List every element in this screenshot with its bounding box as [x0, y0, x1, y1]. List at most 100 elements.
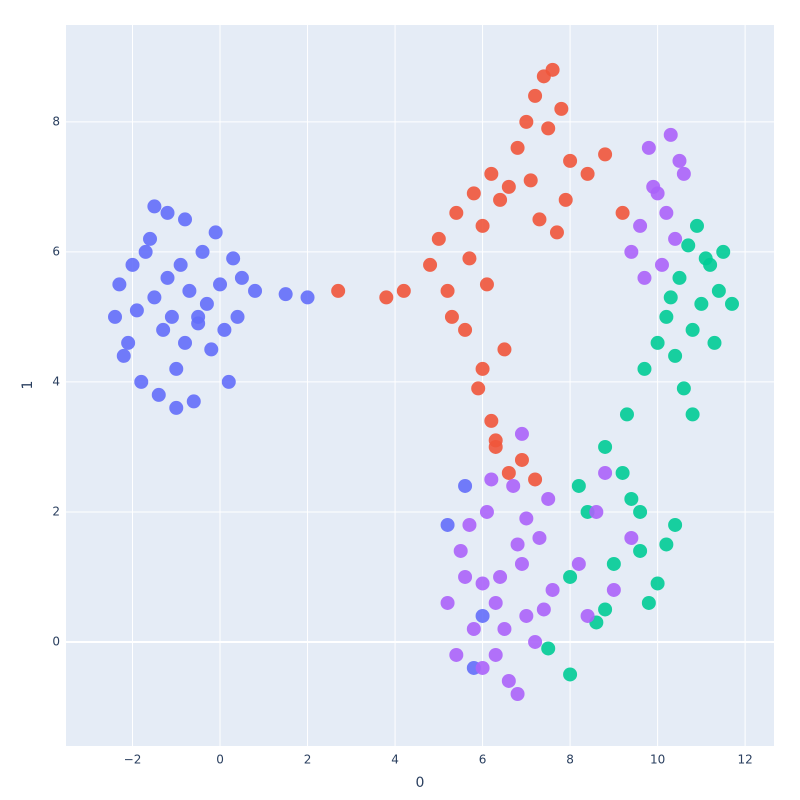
- x-tick-label: 6: [479, 753, 487, 767]
- point: [716, 244, 731, 259]
- point: [488, 647, 503, 662]
- point: [541, 121, 556, 136]
- point: [646, 179, 661, 194]
- point: [199, 296, 214, 311]
- point: [230, 309, 245, 324]
- point: [458, 322, 473, 337]
- point: [554, 101, 569, 116]
- point: [654, 257, 669, 272]
- point: [689, 218, 704, 233]
- point: [501, 673, 516, 688]
- point: [650, 335, 665, 350]
- point: [676, 166, 691, 181]
- x-axis-title: 0: [416, 775, 425, 791]
- point: [449, 205, 464, 220]
- point: [234, 270, 249, 285]
- point: [471, 381, 486, 396]
- point: [475, 576, 490, 591]
- point: [711, 283, 726, 298]
- point: [541, 491, 556, 506]
- point: [479, 277, 494, 292]
- point: [497, 342, 512, 357]
- point: [510, 537, 525, 552]
- point: [536, 602, 551, 617]
- point: [563, 153, 578, 168]
- point: [169, 400, 184, 415]
- point: [195, 244, 210, 259]
- point: [440, 517, 455, 532]
- point: [615, 465, 630, 480]
- x-tick-label: 0: [216, 753, 224, 767]
- x-tick-label: 2: [304, 753, 312, 767]
- point: [248, 283, 263, 298]
- point: [379, 290, 394, 305]
- point: [182, 283, 197, 298]
- point: [143, 231, 158, 246]
- point: [528, 88, 543, 103]
- point: [331, 283, 346, 298]
- point: [204, 342, 219, 357]
- point: [549, 225, 564, 240]
- point: [633, 504, 648, 519]
- point: [423, 257, 438, 272]
- point: [514, 426, 529, 441]
- point: [650, 576, 665, 591]
- point: [488, 595, 503, 610]
- point: [169, 361, 184, 376]
- x-tick-label: −2: [124, 753, 142, 767]
- point: [160, 205, 175, 220]
- point: [558, 192, 573, 207]
- points: [108, 62, 739, 701]
- point: [659, 205, 674, 220]
- plot-background: [66, 25, 774, 746]
- point: [462, 251, 477, 266]
- point: [121, 335, 136, 350]
- point: [624, 530, 639, 545]
- point: [668, 517, 683, 532]
- point: [138, 244, 153, 259]
- point: [672, 153, 687, 168]
- point: [589, 504, 604, 519]
- point: [147, 199, 162, 214]
- point: [466, 621, 481, 636]
- point: [510, 140, 525, 155]
- point: [563, 569, 578, 584]
- point: [707, 335, 722, 350]
- point: [396, 283, 411, 298]
- point: [501, 179, 516, 194]
- point: [541, 641, 556, 656]
- point: [528, 472, 543, 487]
- point: [514, 556, 529, 571]
- point: [147, 290, 162, 305]
- point: [606, 556, 621, 571]
- point: [444, 309, 459, 324]
- point: [453, 543, 468, 558]
- point: [300, 290, 315, 305]
- point: [475, 218, 490, 233]
- point: [213, 277, 228, 292]
- point: [545, 62, 560, 77]
- point: [514, 452, 529, 467]
- point: [151, 387, 166, 402]
- point: [624, 244, 639, 259]
- point: [186, 394, 201, 409]
- point: [493, 192, 508, 207]
- point: [178, 335, 193, 350]
- point: [484, 472, 499, 487]
- point: [681, 238, 696, 253]
- point: [663, 127, 678, 142]
- point: [663, 290, 678, 305]
- y-tick-label: 2: [52, 504, 60, 518]
- point: [637, 361, 652, 376]
- point: [519, 511, 534, 526]
- point: [598, 439, 613, 454]
- x-tick-label: 10: [650, 753, 665, 767]
- point: [637, 270, 652, 285]
- y-tick-label: 8: [52, 114, 60, 128]
- point: [519, 114, 534, 129]
- tick-labels: −2 0 2 4 6 8 10 12 0 2 4 6 8: [52, 114, 752, 766]
- point: [134, 374, 149, 389]
- y-tick-label: 0: [52, 634, 60, 648]
- point: [116, 348, 131, 363]
